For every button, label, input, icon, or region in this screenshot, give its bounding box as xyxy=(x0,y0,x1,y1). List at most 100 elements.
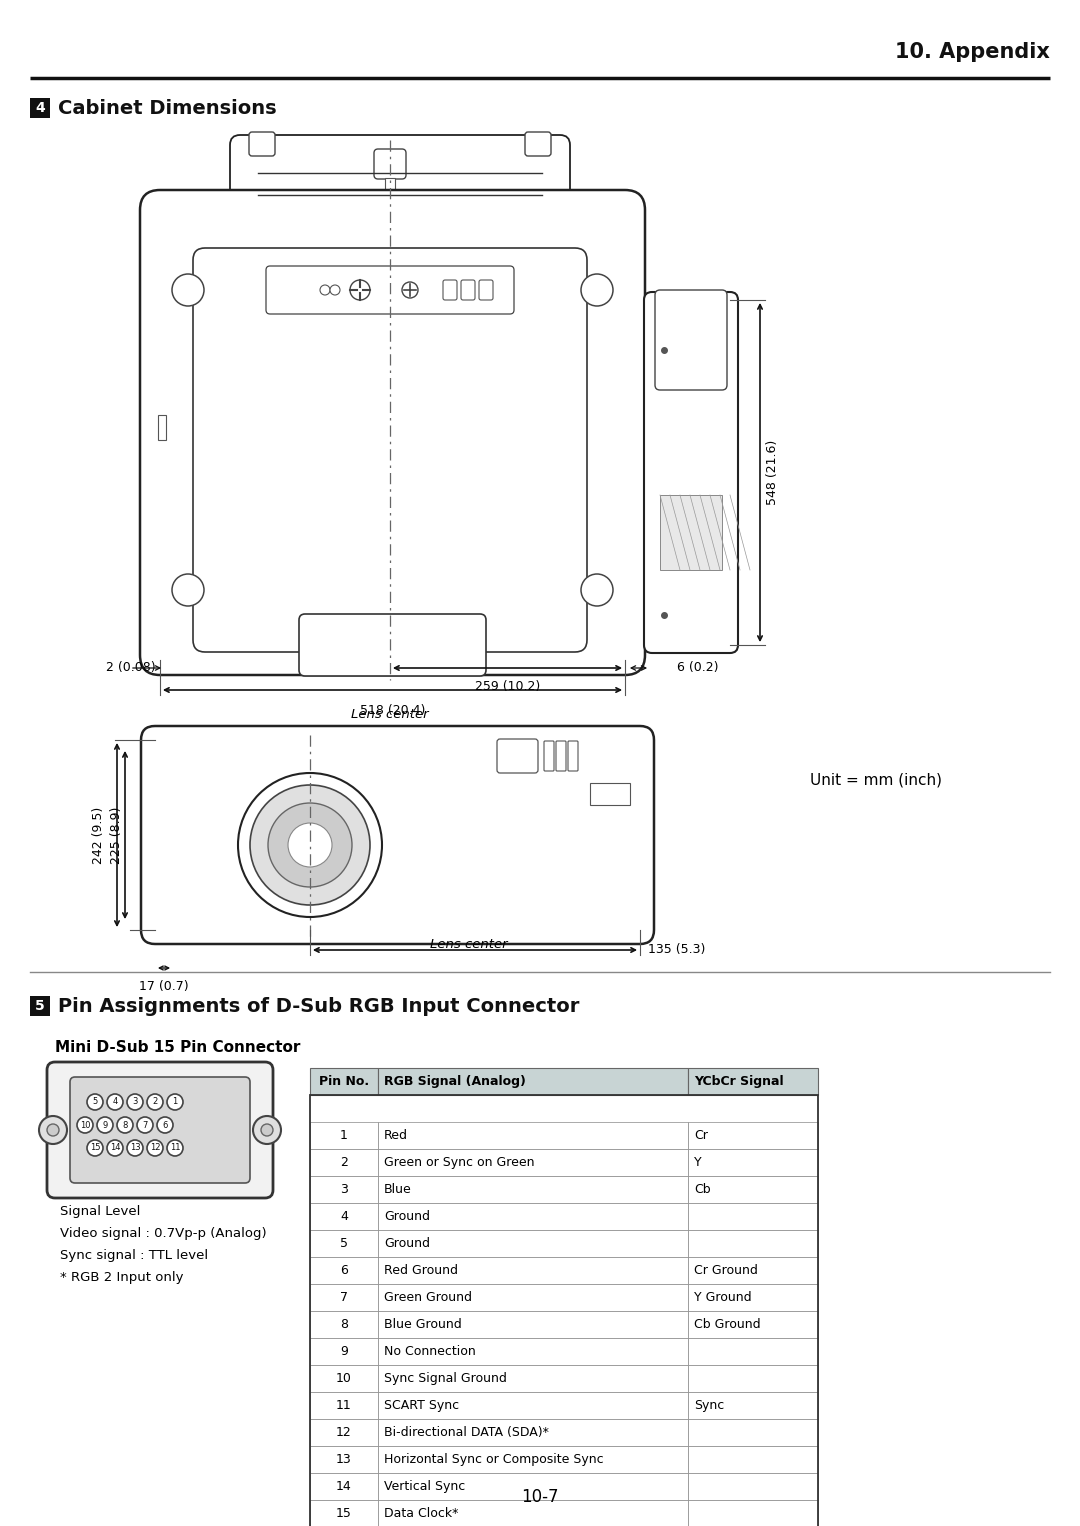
Text: 3: 3 xyxy=(133,1097,137,1106)
Text: Pin No.: Pin No. xyxy=(319,1074,369,1088)
Bar xyxy=(378,1257,688,1283)
Bar xyxy=(30,996,50,1016)
Bar xyxy=(384,179,395,191)
Text: 5: 5 xyxy=(340,1238,348,1250)
Bar xyxy=(378,1202,688,1230)
Text: SCART Sync: SCART Sync xyxy=(384,1399,459,1412)
Bar xyxy=(310,1149,378,1177)
Bar xyxy=(378,1122,688,1149)
Bar xyxy=(310,1447,378,1473)
Circle shape xyxy=(167,1140,183,1157)
Text: 9: 9 xyxy=(340,1344,348,1358)
Text: * RGB 2 Input only: * RGB 2 Input only xyxy=(60,1271,184,1285)
Text: 2: 2 xyxy=(340,1157,348,1169)
Text: 1: 1 xyxy=(340,1129,348,1141)
Bar xyxy=(378,1500,688,1526)
Bar xyxy=(688,1311,818,1338)
Text: 3: 3 xyxy=(340,1183,348,1196)
Text: Mini D-Sub 15 Pin Connector: Mini D-Sub 15 Pin Connector xyxy=(55,1041,300,1056)
Text: 12: 12 xyxy=(336,1425,352,1439)
FancyBboxPatch shape xyxy=(374,150,406,179)
Bar xyxy=(310,1311,378,1338)
FancyBboxPatch shape xyxy=(654,290,727,391)
Text: 548 (21.6): 548 (21.6) xyxy=(766,439,779,505)
Text: Unit = mm (inch): Unit = mm (inch) xyxy=(810,772,942,787)
Text: 8: 8 xyxy=(122,1120,127,1129)
Bar xyxy=(310,1177,378,1202)
Bar xyxy=(688,1177,818,1202)
Text: Cabinet Dimensions: Cabinet Dimensions xyxy=(58,99,276,118)
Circle shape xyxy=(137,1117,153,1132)
Text: Horizontal Sync or Composite Sync: Horizontal Sync or Composite Sync xyxy=(384,1453,604,1466)
Text: 11: 11 xyxy=(336,1399,352,1412)
Text: Data Clock*: Data Clock* xyxy=(384,1508,458,1520)
Circle shape xyxy=(253,1116,281,1144)
Text: Blue Ground: Blue Ground xyxy=(384,1318,462,1331)
Text: 2: 2 xyxy=(152,1097,158,1106)
Text: Cr Ground: Cr Ground xyxy=(694,1264,758,1277)
Text: 15: 15 xyxy=(336,1508,352,1520)
Text: Lens center: Lens center xyxy=(351,708,429,722)
Bar xyxy=(378,1419,688,1447)
Circle shape xyxy=(167,1094,183,1109)
Circle shape xyxy=(147,1140,163,1157)
Bar xyxy=(660,494,723,571)
Text: Lens center: Lens center xyxy=(430,938,508,952)
Bar xyxy=(378,1068,688,1096)
FancyBboxPatch shape xyxy=(497,739,538,774)
Text: 10. Appendix: 10. Appendix xyxy=(895,43,1050,63)
Text: Video signal : 0.7Vp-p (Analog): Video signal : 0.7Vp-p (Analog) xyxy=(60,1227,267,1241)
Text: 4: 4 xyxy=(340,1210,348,1222)
Text: 135 (5.3): 135 (5.3) xyxy=(648,943,705,957)
Text: Ground: Ground xyxy=(384,1238,430,1250)
Text: Ground: Ground xyxy=(384,1210,430,1222)
Bar xyxy=(310,1230,378,1257)
Circle shape xyxy=(97,1117,113,1132)
Text: 11: 11 xyxy=(170,1143,180,1152)
Circle shape xyxy=(87,1094,103,1109)
Bar xyxy=(310,1068,378,1096)
Bar xyxy=(378,1283,688,1311)
Text: 10: 10 xyxy=(80,1120,91,1129)
Circle shape xyxy=(157,1117,173,1132)
Circle shape xyxy=(107,1140,123,1157)
Text: Cb Ground: Cb Ground xyxy=(694,1318,760,1331)
Bar xyxy=(378,1230,688,1257)
Text: 6: 6 xyxy=(340,1264,348,1277)
Bar xyxy=(688,1122,818,1149)
FancyBboxPatch shape xyxy=(544,742,554,771)
Circle shape xyxy=(48,1125,59,1135)
Circle shape xyxy=(77,1117,93,1132)
Bar xyxy=(688,1392,818,1419)
Bar xyxy=(688,1473,818,1500)
Text: Sync Signal Ground: Sync Signal Ground xyxy=(384,1372,507,1386)
Text: 17 (0.7): 17 (0.7) xyxy=(139,980,189,993)
FancyBboxPatch shape xyxy=(141,726,654,945)
Circle shape xyxy=(350,279,370,301)
Text: 518 (20.4): 518 (20.4) xyxy=(360,703,426,717)
Bar xyxy=(688,1364,818,1392)
Bar xyxy=(688,1283,818,1311)
Circle shape xyxy=(117,1117,133,1132)
Bar xyxy=(590,783,630,806)
Bar xyxy=(688,1419,818,1447)
Text: RGB Signal (Analog): RGB Signal (Analog) xyxy=(384,1074,526,1088)
Bar xyxy=(688,1257,818,1283)
FancyBboxPatch shape xyxy=(266,266,514,314)
Bar xyxy=(688,1338,818,1364)
Text: 1: 1 xyxy=(173,1097,177,1106)
Bar xyxy=(310,1202,378,1230)
Circle shape xyxy=(249,784,370,905)
Text: Cb: Cb xyxy=(694,1183,711,1196)
Text: 9: 9 xyxy=(103,1120,108,1129)
Text: 8: 8 xyxy=(340,1318,348,1331)
Bar xyxy=(310,1473,378,1500)
Text: 225 (8.9): 225 (8.9) xyxy=(110,806,123,864)
Bar xyxy=(378,1149,688,1177)
Text: No Connection: No Connection xyxy=(384,1344,476,1358)
Text: 259 (10.2): 259 (10.2) xyxy=(475,681,540,693)
Bar xyxy=(378,1473,688,1500)
Circle shape xyxy=(330,285,340,295)
Bar xyxy=(688,1068,818,1096)
Bar xyxy=(310,1283,378,1311)
